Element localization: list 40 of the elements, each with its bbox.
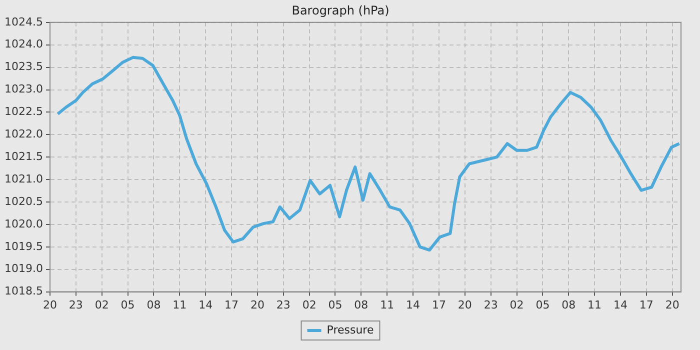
y-tick-label: 1020.5 [4, 194, 43, 208]
x-tick-label: 17 [224, 298, 239, 312]
x-tick-label: 11 [172, 298, 187, 312]
y-tick-label: 1019.0 [4, 262, 43, 276]
x-tick-label: 11 [380, 298, 394, 312]
y-tick-label: 1024.0 [4, 38, 43, 51]
y-tick-label: 1022.5 [4, 105, 43, 118]
x-tick-label: 14 [406, 298, 420, 312]
y-tick-label: 1019.5 [4, 240, 43, 253]
legend-label: Pressure [326, 323, 374, 336]
x-tick-label: 02 [94, 298, 109, 312]
y-tick-label: 1023.0 [4, 82, 43, 96]
x-tick-label: 23 [68, 298, 83, 312]
x-tick-label: 14 [613, 298, 628, 312]
chart-title: Barograph (hPa) [292, 3, 390, 18]
y-tick-label: 1022.0 [4, 128, 43, 141]
x-tick-label: 20 [250, 298, 264, 312]
x-tick-label: 08 [146, 298, 161, 312]
x-tick-label: 05 [120, 298, 135, 312]
y-tick-label: 1020.0 [4, 217, 43, 230]
x-tick-label: 17 [639, 298, 654, 312]
x-tick-label: 17 [432, 298, 446, 312]
x-tick-label: 08 [354, 298, 368, 312]
x-tick-label: 14 [198, 298, 213, 312]
x-tick-label: 08 [562, 298, 576, 312]
x-tick-label: 02 [302, 298, 316, 312]
x-tick-label: 20 [458, 298, 472, 312]
x-tick-label: 20 [665, 298, 680, 312]
x-tick-label: 05 [536, 298, 550, 312]
y-tick-label: 1021.0 [4, 172, 43, 186]
x-tick-label: 20 [43, 298, 57, 312]
x-tick-label: 23 [484, 298, 498, 312]
y-tick-label: 1021.5 [4, 150, 43, 163]
y-tick-label: 1023.5 [4, 60, 43, 74]
y-tick-label: 1018.5 [4, 284, 43, 298]
x-tick-label: 11 [588, 298, 602, 312]
y-tick-label: 1024.5 [4, 15, 43, 28]
x-tick-label: 05 [328, 298, 342, 312]
x-tick-label: 23 [276, 298, 290, 312]
x-tick-label: 02 [510, 298, 524, 312]
